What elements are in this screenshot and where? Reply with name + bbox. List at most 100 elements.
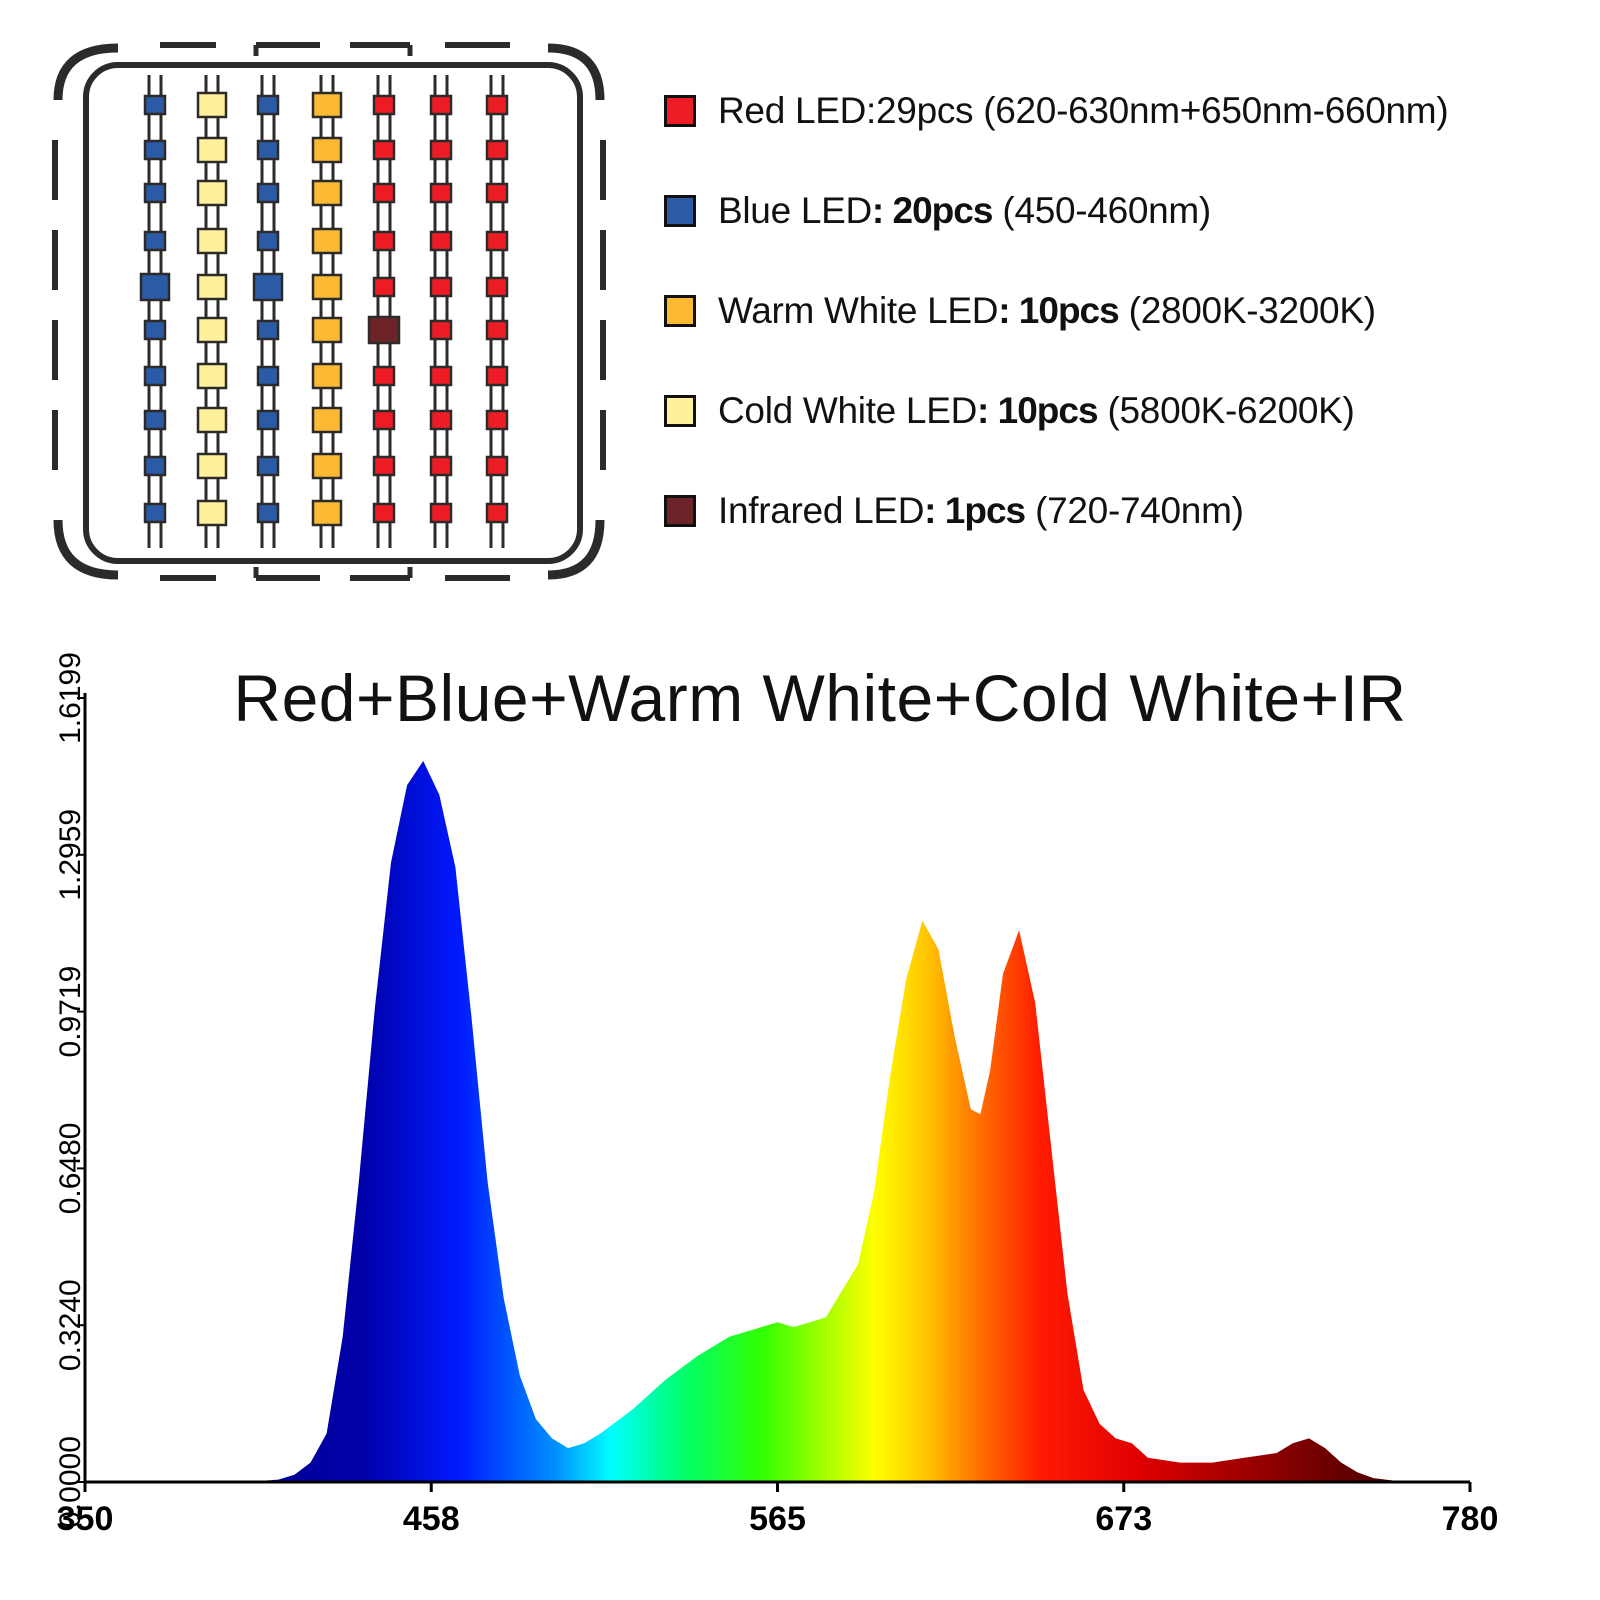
red-led (429, 139, 453, 161)
red-led (485, 182, 509, 204)
warm-white-led (311, 316, 343, 344)
red-led (485, 409, 509, 431)
legend-item-warm-white: Warm White LED: 10pcs (2800K-3200K) (664, 290, 1448, 332)
blue-led (256, 319, 280, 341)
warm-white-led (311, 499, 343, 527)
warm-white-led (311, 406, 343, 434)
red-led (429, 455, 453, 477)
led-column (311, 75, 343, 548)
led-column (252, 75, 284, 548)
legend-name: Red LED:29pcs (718, 90, 974, 131)
legend-item-cold-white: Cold White LED: 10pcs (5800K-6200K) (664, 390, 1448, 432)
red-led (372, 409, 396, 431)
blue-led (256, 365, 280, 387)
red-led (429, 94, 453, 116)
led-column (196, 75, 228, 548)
legend-spec: (720-740nm) (1025, 490, 1244, 531)
spectrum-area (85, 760, 1470, 1482)
red-led (429, 319, 453, 341)
legend-name: Blue LED (718, 190, 872, 231)
legend-spec: (620-630nm+650nm-660nm) (973, 90, 1449, 131)
red-led (485, 319, 509, 341)
legend-name: Warm White LED (718, 290, 999, 331)
cold-white-led (196, 136, 228, 164)
legend-spec: (5800K-6200K) (1097, 390, 1355, 431)
blue-led (143, 94, 167, 116)
cold-white-led (196, 91, 228, 119)
cold-white-led (196, 273, 228, 301)
blue-led (143, 365, 167, 387)
cold-white-led (196, 406, 228, 434)
x-tick-label: 565 (749, 1500, 806, 1538)
legend-swatch (664, 495, 696, 527)
y-tick-label: 1.6199 (54, 652, 87, 744)
x-tick-label: 780 (1442, 1500, 1499, 1538)
red-led (485, 94, 509, 116)
legend-swatch (664, 295, 696, 327)
legend-item-infrared: Infrared LED: 1pcs (720-740nm) (664, 490, 1448, 531)
red-led (372, 365, 396, 387)
legend-label: Blue LED: 20pcs (450-460nm) (718, 190, 1211, 232)
legend-name: Infrared LED (718, 490, 925, 531)
legend-quantity: : 10pcs (998, 290, 1120, 331)
y-tick-label: 1.2959 (54, 809, 87, 901)
warm-white-led (311, 227, 343, 255)
red-led (485, 455, 509, 477)
blue-led (143, 455, 167, 477)
blue-led (143, 182, 167, 204)
x-tick-label: 458 (403, 1500, 460, 1538)
cold-white-led (196, 316, 228, 344)
red-led (429, 230, 453, 252)
blue-led (143, 409, 167, 431)
blue-led (256, 230, 280, 252)
x-tick-label: 673 (1095, 1500, 1152, 1538)
led-column (139, 75, 171, 548)
board-outline (52, 42, 606, 581)
cold-white-led (196, 227, 228, 255)
red-led (429, 276, 453, 298)
warm-white-led (311, 362, 343, 390)
legend-quantity: : 20pcs (871, 190, 994, 231)
warm-white-led (311, 273, 343, 301)
legend-label: Warm White LED: 10pcs (2800K-3200K) (718, 290, 1376, 332)
red-led (485, 276, 509, 298)
red-led (429, 365, 453, 387)
red-led (372, 455, 396, 477)
legend-label: Cold White LED: 10pcs (5800K-6200K) (718, 390, 1355, 432)
led-column (429, 75, 453, 548)
y-tick-label: 0.3240 (54, 1279, 87, 1371)
y-tick-label: 0.0000 (54, 1436, 87, 1528)
blue-led (143, 502, 167, 524)
x-tick-label: 350 (57, 1500, 114, 1538)
blue-led (256, 409, 280, 431)
red-led (372, 276, 396, 298)
blue-led (143, 139, 167, 161)
infrared-led (367, 315, 401, 345)
warm-white-led (311, 179, 343, 207)
red-led (372, 94, 396, 116)
red-led (485, 230, 509, 252)
led-board-diagram (52, 42, 606, 581)
red-led (429, 502, 453, 524)
red-led (372, 502, 396, 524)
red-led (372, 139, 396, 161)
blue-led (256, 502, 280, 524)
y-tick-label: 0.9719 (54, 966, 87, 1058)
blue-led (143, 230, 167, 252)
blue-led (252, 272, 284, 302)
led-column (485, 75, 509, 548)
chart-title: Red+Blue+Warm White+Cold White+IR (233, 661, 1407, 735)
legend-label: Red LED:29pcs (620-630nm+650nm-660nm) (718, 90, 1449, 132)
red-led (372, 230, 396, 252)
warm-white-led (311, 452, 343, 480)
red-led (485, 139, 509, 161)
blue-led (256, 182, 280, 204)
blue-led (139, 272, 171, 302)
led-legend: Red LED:29pcs (620-630nm+650nm-660nm) Blu… (664, 90, 1449, 592)
legend-quantity: : 10pcs (977, 390, 1099, 431)
red-led (485, 365, 509, 387)
warm-white-led (311, 136, 343, 164)
blue-led (256, 139, 280, 161)
blue-led (256, 94, 280, 116)
